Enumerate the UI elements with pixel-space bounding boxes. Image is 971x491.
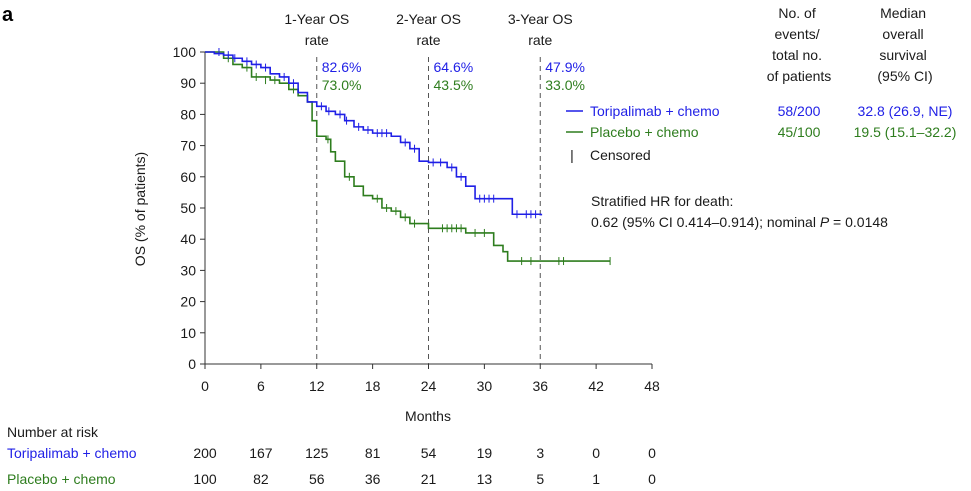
risk-row-label: Placebo + chemo [7, 471, 116, 487]
risk-value: 13 [477, 471, 493, 487]
x-tick-label: 36 [532, 378, 548, 394]
x-tick-label: 0 [201, 378, 209, 394]
risk-value: 200 [193, 445, 217, 461]
landmark-rate-placebo: 33.0% [545, 77, 585, 93]
legend-label-toripalimab: Toripalimab + chemo [590, 103, 720, 119]
y-tick-label: 0 [188, 356, 196, 372]
risk-value: 0 [592, 445, 600, 461]
y-axis-label: OS (% of patients) [132, 152, 148, 266]
legend-censored-symbol: | [570, 147, 574, 163]
landmark-subtitle: rate [416, 32, 440, 48]
landmark-subtitle: rate [528, 32, 552, 48]
legend-events-toripalimab: 58/200 [778, 103, 821, 119]
curve-placebo [205, 51, 611, 262]
y-tick-label: 10 [180, 325, 196, 341]
risk-value: 81 [365, 445, 381, 461]
landmark-title: 2-Year OS [396, 11, 461, 27]
landmark-rate-toripalimab: 82.6% [322, 59, 362, 75]
axes: 0 10 20 30 40 50 60 70 80 90 100 0 6 12 18 24 30 36 42 48 [173, 44, 660, 394]
x-tick-label: 30 [477, 378, 493, 394]
risk-value: 56 [309, 471, 325, 487]
x-tick-label: 12 [309, 378, 325, 394]
risk-table: Toripalimab + chemo 200 167 125 81 54 19 3 0 0 Pla… [7, 445, 656, 487]
x-tick-label: 42 [588, 378, 604, 394]
landmark-guides: 1-Year OS rate 82.6% 73.0% 2-Year OS rate 64.6… [284, 11, 585, 364]
risk-value: 1 [592, 471, 600, 487]
y-tick-label: 50 [180, 200, 196, 216]
panel-label: a [2, 4, 14, 26]
x-tick-label: 48 [644, 378, 660, 394]
curve-toripalimab [205, 51, 543, 216]
events-header: No. of events/ total no. of patients [767, 5, 832, 84]
x-tick-label: 24 [421, 378, 437, 394]
landmark-rate-placebo: 43.5% [434, 77, 474, 93]
y-tick-label: 100 [173, 44, 197, 60]
risk-value: 100 [193, 471, 217, 487]
hr-line-2: 0.62 (95% CI 0.414–0.914); nominal P = 0… [591, 214, 888, 230]
risk-value: 0 [648, 471, 656, 487]
y-tick-label: 30 [180, 262, 196, 278]
landmark-rate-placebo: 73.0% [322, 77, 362, 93]
hazard-ratio-note: Stratified HR for death: 0.62 (95% CI 0.… [591, 193, 888, 230]
risk-value: 167 [249, 445, 273, 461]
risk-value: 125 [305, 445, 329, 461]
legend-median-placebo: 19.5 (15.1–32.2) [854, 124, 957, 140]
risk-value: 5 [536, 471, 544, 487]
risk-value: 82 [253, 471, 269, 487]
risk-value: 19 [477, 445, 493, 461]
risk-table-title: Number at risk [7, 424, 99, 440]
legend-table: No. of events/ total no. of patients Med… [566, 5, 956, 163]
x-axis-label: Months [405, 408, 451, 424]
risk-value: 21 [421, 471, 437, 487]
legend-events-placebo: 45/100 [778, 124, 821, 140]
landmark-subtitle: rate [305, 32, 329, 48]
risk-value: 54 [421, 445, 437, 461]
y-tick-label: 20 [180, 294, 196, 310]
hr-line-1: Stratified HR for death: [591, 193, 733, 209]
legend-label-placebo: Placebo + chemo [590, 124, 699, 140]
y-tick-label: 70 [180, 138, 196, 154]
risk-value: 0 [648, 445, 656, 461]
risk-value: 36 [365, 471, 381, 487]
y-tick-label: 80 [180, 106, 196, 122]
landmark-title: 1-Year OS [284, 11, 349, 27]
x-tick-label: 18 [365, 378, 381, 394]
y-tick-label: 60 [180, 169, 196, 185]
x-tick-label: 6 [257, 378, 265, 394]
y-tick-label: 40 [180, 231, 196, 247]
risk-row-label: Toripalimab + chemo [7, 445, 137, 461]
median-header: Median overall survival (95% CI) [877, 5, 932, 84]
landmark-title: 3-Year OS [508, 11, 573, 27]
landmark-rate-toripalimab: 64.6% [434, 59, 474, 75]
legend-censored-label: Censored [590, 147, 651, 163]
landmark-rate-toripalimab: 47.9% [545, 59, 585, 75]
risk-value: 3 [536, 445, 544, 461]
y-tick-label: 90 [180, 75, 196, 91]
legend-median-toripalimab: 32.8 (26.9, NE) [858, 103, 953, 119]
survival-curves [205, 48, 611, 266]
